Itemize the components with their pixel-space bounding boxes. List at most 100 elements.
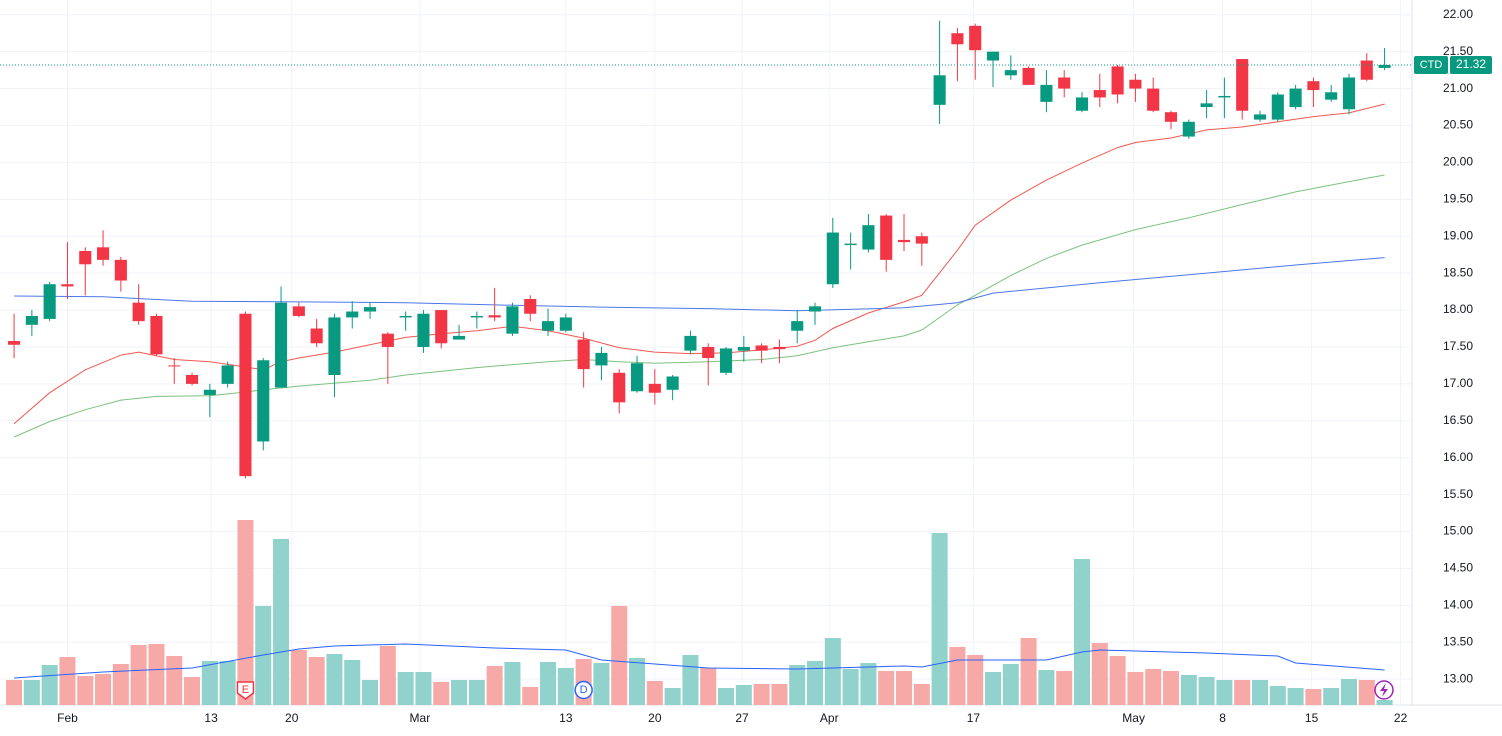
y-tick-label: 21.50 <box>1443 44 1473 58</box>
symbol-label: CTD <box>1420 59 1443 71</box>
volume-bar <box>504 662 521 705</box>
candle-body <box>1271 94 1284 120</box>
volume-bar <box>1305 689 1322 705</box>
volume-bar <box>1091 643 1108 705</box>
volume-average <box>14 643 1385 679</box>
y-tick-label: 22.00 <box>1443 7 1473 21</box>
candle-body <box>310 328 323 344</box>
volume-bar <box>308 657 325 705</box>
y-tick-label: 21.00 <box>1443 81 1473 95</box>
candle-body <box>221 365 234 384</box>
candle-body <box>684 335 697 351</box>
y-tick-label: 15.00 <box>1443 524 1473 538</box>
event-marker[interactable]: D <box>574 680 593 700</box>
volume-bar <box>255 606 272 705</box>
candle-body <box>132 302 145 322</box>
y-tick-label: 18.00 <box>1443 302 1473 316</box>
candle-body <box>1289 88 1302 108</box>
candle-body <box>915 236 928 244</box>
volume-bar <box>23 680 40 705</box>
volume-bar <box>1198 677 1215 705</box>
moving-average <box>13 174 1385 438</box>
event-badge <box>574 680 593 700</box>
candle-body <box>257 360 270 442</box>
candle-body <box>969 25 982 51</box>
candle-body <box>1236 59 1249 111</box>
candle-body <box>808 306 822 312</box>
candle-body <box>452 335 466 340</box>
candle-body <box>1022 67 1035 85</box>
candle-body <box>506 306 519 334</box>
volume-bar <box>1376 700 1393 705</box>
volume-bar <box>201 661 218 705</box>
candle-body <box>1058 77 1071 89</box>
volume-bar <box>344 660 361 705</box>
volume-bar <box>985 672 1002 705</box>
candle-body <box>1164 112 1178 122</box>
y-tick-label: 18.50 <box>1443 265 1473 279</box>
candle-body <box>381 333 394 347</box>
volume-bar <box>397 672 414 705</box>
candle-body <box>737 346 750 351</box>
volume-bar <box>807 661 824 705</box>
y-tick-label: 19.00 <box>1443 228 1473 242</box>
event-label: E <box>242 684 249 696</box>
event-marker[interactable]: E <box>236 681 255 700</box>
candle-body <box>1218 95 1231 98</box>
candle-body <box>274 302 288 388</box>
volume-bar <box>1269 686 1286 705</box>
candle-body <box>150 315 163 355</box>
event-badge <box>236 681 255 700</box>
volume-bar <box>1127 672 1144 705</box>
volume-bar <box>237 520 254 705</box>
volume-bar <box>95 674 112 705</box>
candle-body <box>559 317 572 331</box>
candle-body <box>595 352 608 366</box>
candle-body <box>1360 60 1373 80</box>
volume-bar <box>148 644 165 705</box>
candle-body <box>292 306 305 316</box>
volume-bar <box>166 656 183 705</box>
volume-bar <box>1251 680 1269 705</box>
x-tick-label: 13 <box>559 711 573 725</box>
volume-bar <box>1038 670 1055 705</box>
x-tick-label: 20 <box>285 711 299 725</box>
candle-body <box>363 307 377 312</box>
candle-body <box>435 310 448 344</box>
volume-bar <box>1056 671 1073 705</box>
candle-body <box>1147 88 1160 111</box>
candle-body <box>43 284 56 319</box>
volume-bar <box>646 681 663 705</box>
y-tick-label: 20.00 <box>1443 155 1473 169</box>
last-price-label: 21.32 <box>1456 57 1486 71</box>
candle-body <box>666 376 679 390</box>
candle-body <box>1378 64 1391 68</box>
volume-bar <box>6 680 23 705</box>
candle-body <box>346 311 359 318</box>
price-badge <box>1450 55 1492 74</box>
volume-bar <box>860 663 877 705</box>
volume-bar <box>379 646 396 705</box>
candle-body <box>1004 70 1017 76</box>
candle-body <box>186 375 199 384</box>
volume-bar <box>593 663 610 705</box>
alert-icon[interactable] <box>1374 680 1394 700</box>
candle-body <box>203 389 216 395</box>
candle-body <box>470 315 483 318</box>
candle-body <box>168 365 181 367</box>
volume-bar <box>664 688 681 705</box>
candle-body <box>613 372 626 403</box>
candle-body <box>951 33 964 45</box>
volume-bar <box>1234 680 1251 705</box>
plot: 13.00 13.50 14.00 14.50 15.00 15.50 16.00 16.50… <box>0 0 1492 725</box>
x-tick-label: 8 <box>1219 711 1226 725</box>
volume-bar <box>789 665 806 705</box>
volume-bar <box>700 668 717 705</box>
x-tick-label: 27 <box>735 711 749 725</box>
volume-bar <box>130 645 147 705</box>
volume-bar <box>753 684 770 705</box>
x-tick-label: May <box>1122 711 1145 725</box>
volume-bar <box>557 668 574 705</box>
candle-body <box>630 363 644 392</box>
candles <box>8 20 1391 479</box>
